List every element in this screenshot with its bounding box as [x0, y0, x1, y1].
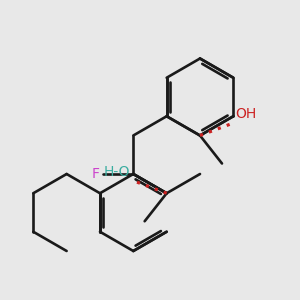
- Text: H-O: H-O: [103, 165, 130, 179]
- Text: OH: OH: [235, 107, 256, 122]
- Text: F: F: [91, 167, 99, 181]
